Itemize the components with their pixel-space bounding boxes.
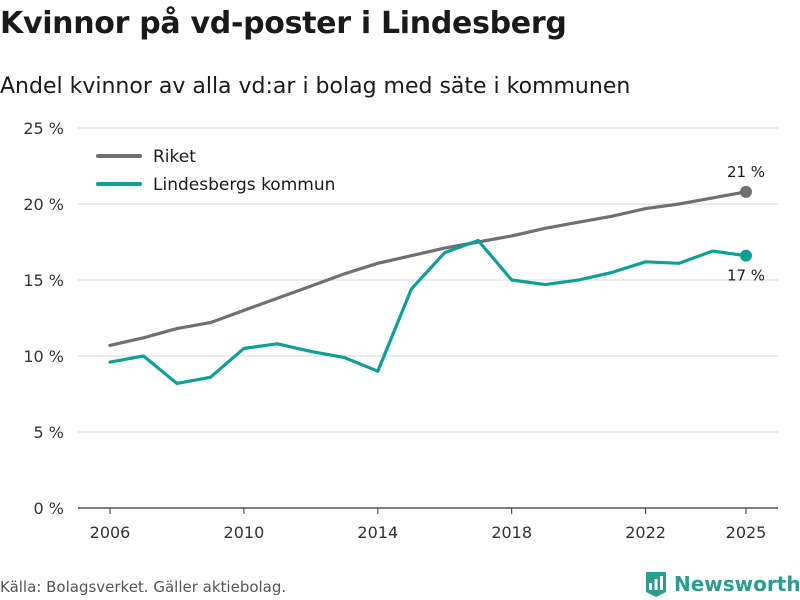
x-tick-label: 2022	[625, 523, 666, 542]
y-tick-label: 10 %	[23, 347, 64, 366]
series-end-point-kommun	[740, 249, 752, 262]
x-tick-label: 2018	[491, 523, 532, 542]
chart-subtitle: Andel kvinnor av alla vd:ar i bolag med …	[0, 74, 631, 99]
y-tick-label: 15 %	[23, 271, 64, 290]
end-value-label-riket: 21 %	[727, 163, 765, 181]
legend-label-riket: Riket	[153, 147, 196, 167]
brand-name: Newsworthy	[674, 572, 800, 596]
x-axis: 2006 2010 2014 2018 2022 2025	[90, 508, 767, 542]
x-tick-label: 2006	[90, 523, 131, 542]
x-tick-label: 2010	[224, 523, 265, 542]
brand-logo: Newsworthy	[644, 570, 800, 598]
y-tick-label: 20 %	[23, 195, 64, 214]
legend: Riket Lindesbergs kommun	[96, 147, 335, 195]
y-axis: 0 % 5 % 10 % 15 % 20 % 25 %	[23, 119, 64, 518]
source-note: Källa: Bolagsverket. Gäller aktiebolag.	[0, 578, 287, 596]
newsworthy-logo-icon	[646, 572, 666, 597]
series-line-kommun	[108, 238, 748, 385]
legend-label-kommun: Lindesbergs kommun	[153, 175, 335, 195]
series-lines: 21 % 17 %	[108, 163, 765, 385]
y-tick-label: 0 %	[34, 499, 64, 518]
grid-lines	[78, 127, 778, 509]
y-tick-label: 5 %	[34, 423, 64, 442]
series-end-point-riket	[740, 185, 752, 198]
end-value-label-kommun: 17 %	[727, 267, 765, 285]
x-tick-label: 2014	[357, 523, 398, 542]
y-tick-label: 25 %	[23, 119, 64, 138]
x-tick-label: 2025	[726, 523, 767, 542]
series-line-riket	[108, 190, 748, 347]
chart-title: Kvinnor på vd-poster i Lindesberg	[0, 6, 567, 41]
